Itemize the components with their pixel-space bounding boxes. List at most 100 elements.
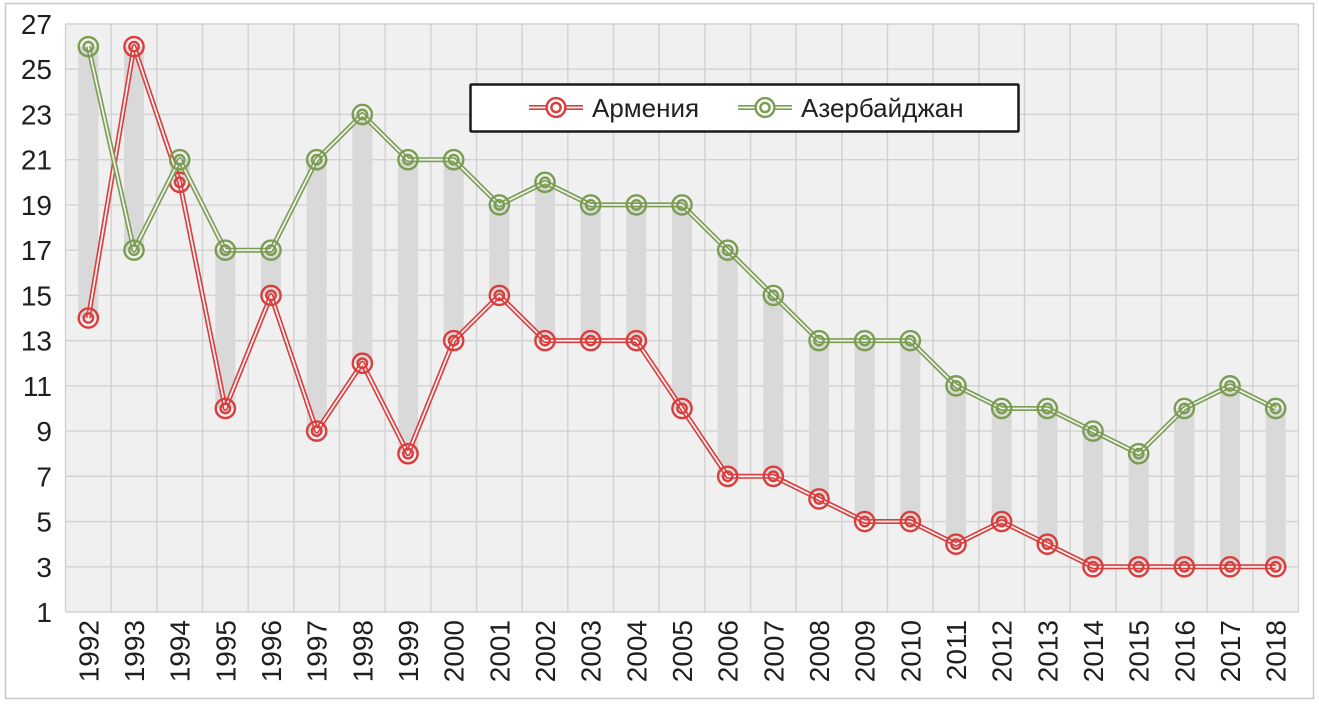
y-tick-label: 11	[23, 371, 52, 402]
updown-bar	[1174, 408, 1195, 567]
data-point-marker	[579, 194, 602, 216]
data-point-marker-inner	[1132, 447, 1145, 460]
x-tick-label: 2006	[713, 620, 744, 682]
data-point-marker	[534, 171, 556, 194]
data-point-marker	[214, 239, 237, 261]
x-tick-label: 2003	[576, 620, 607, 682]
data-point-marker	[671, 194, 693, 216]
data-point-marker-inner	[1178, 560, 1191, 573]
data-point-marker	[990, 510, 1013, 533]
series-line-gap	[87, 45, 1276, 568]
x-tick-label: 2007	[758, 620, 789, 682]
data-point-marker	[1127, 442, 1150, 465]
data-point-marker	[123, 35, 145, 58]
legend-marker-azerbaijan-inner-icon	[759, 101, 771, 114]
data-point-marker-inner	[584, 334, 597, 347]
data-point-marker	[1264, 555, 1287, 578]
x-tick-label: 2005	[667, 620, 698, 682]
data-point-marker-inner	[173, 153, 186, 166]
data-point-marker	[123, 239, 145, 261]
data-point-marker	[1173, 397, 1196, 420]
updown-bar	[809, 340, 829, 499]
data-point-marker-inner	[1041, 538, 1054, 551]
data-point-marker	[853, 329, 876, 352]
data-point-marker-inner	[950, 379, 962, 392]
x-tick-label: 2018	[1261, 620, 1292, 682]
data-point-marker-inner	[356, 357, 369, 370]
updown-bar	[763, 295, 784, 477]
data-point-marker	[77, 35, 100, 58]
data-point-marker-inner	[493, 199, 506, 211]
data-point-marker-inner	[676, 402, 688, 415]
data-series	[77, 35, 1287, 578]
data-point-marker-inner	[813, 493, 825, 505]
data-point-marker-inner	[265, 289, 277, 302]
updown-bar	[1083, 431, 1103, 567]
data-point-marker	[1036, 397, 1059, 420]
x-tick-label: 2016	[1169, 620, 1200, 682]
data-point-marker-inner	[1178, 402, 1191, 415]
x-tick-label: 2015	[1124, 620, 1155, 682]
data-point-marker	[260, 284, 282, 307]
data-point-marker-inner	[767, 289, 780, 302]
legend-marker-azerbaijan-icon	[754, 96, 776, 119]
x-tick-label: 2001	[484, 620, 515, 682]
series-line-gap	[87, 46, 1277, 455]
data-point-marker-inner	[128, 244, 140, 257]
data-point-marker-inner	[539, 176, 551, 189]
data-point-marker-inner	[767, 470, 780, 483]
y-tick-label: 15	[21, 280, 52, 311]
data-point-marker	[488, 194, 511, 216]
x-tick-label: 2002	[530, 620, 561, 682]
updown-bar	[672, 204, 692, 409]
legend: Армения Азербайджан	[469, 83, 1020, 133]
updown-bar	[626, 204, 647, 341]
legend-marker-armenia-inner-icon	[550, 101, 562, 114]
updown-bar	[306, 159, 327, 432]
y-tick-label: 19	[21, 190, 52, 221]
data-point-marker	[214, 397, 237, 420]
y-tick-label: 3	[36, 552, 52, 583]
data-point-marker-inner	[310, 153, 323, 166]
x-tick-label: 1998	[347, 620, 378, 682]
updown-bar	[1265, 408, 1286, 567]
data-point-marker	[168, 148, 191, 171]
updown-bar	[261, 250, 281, 296]
data-point-marker-inner	[858, 334, 871, 347]
data-point-marker	[260, 239, 282, 261]
data-point-marker	[397, 442, 419, 465]
data-point-marker	[762, 465, 785, 488]
x-tick-label: 1993	[119, 620, 150, 682]
x-tick-label: 2010	[895, 620, 926, 682]
updown-bar	[1037, 408, 1058, 545]
x-tick-label: 2004	[621, 620, 652, 682]
data-point-marker-inner	[82, 40, 95, 53]
x-tick-label: 1992	[73, 620, 104, 682]
x-tick-label: 2008	[804, 620, 835, 682]
data-point-marker-inner	[128, 40, 140, 53]
data-point-marker	[671, 397, 693, 420]
y-tick-label: 21	[21, 145, 52, 176]
y-tick-label: 5	[36, 507, 52, 538]
data-point-marker-inner	[950, 538, 962, 551]
data-point-marker	[1219, 375, 1241, 397]
x-tick-label: 2000	[439, 620, 470, 682]
y-tick-label: 7	[36, 461, 52, 492]
y-tick-label: 9	[36, 416, 52, 447]
updown-bar	[717, 250, 738, 477]
data-point-marker-inner	[904, 515, 917, 528]
updown-bar	[398, 159, 418, 454]
updown-bar	[443, 159, 464, 341]
data-point-marker-inner	[1269, 560, 1282, 573]
data-point-marker	[351, 103, 374, 126]
legend-label-azerbaijan: Азербайджан	[801, 93, 964, 123]
data-point-marker-inner	[82, 312, 95, 324]
data-point-marker-inner	[219, 402, 232, 415]
y-tick-label: 13	[21, 326, 52, 357]
data-point-marker	[1219, 555, 1241, 578]
data-point-marker	[1082, 555, 1104, 578]
x-tick-label: 2009	[850, 620, 881, 682]
data-point-marker-inner	[813, 334, 825, 347]
legend-label-armenia: Армения	[592, 93, 699, 123]
